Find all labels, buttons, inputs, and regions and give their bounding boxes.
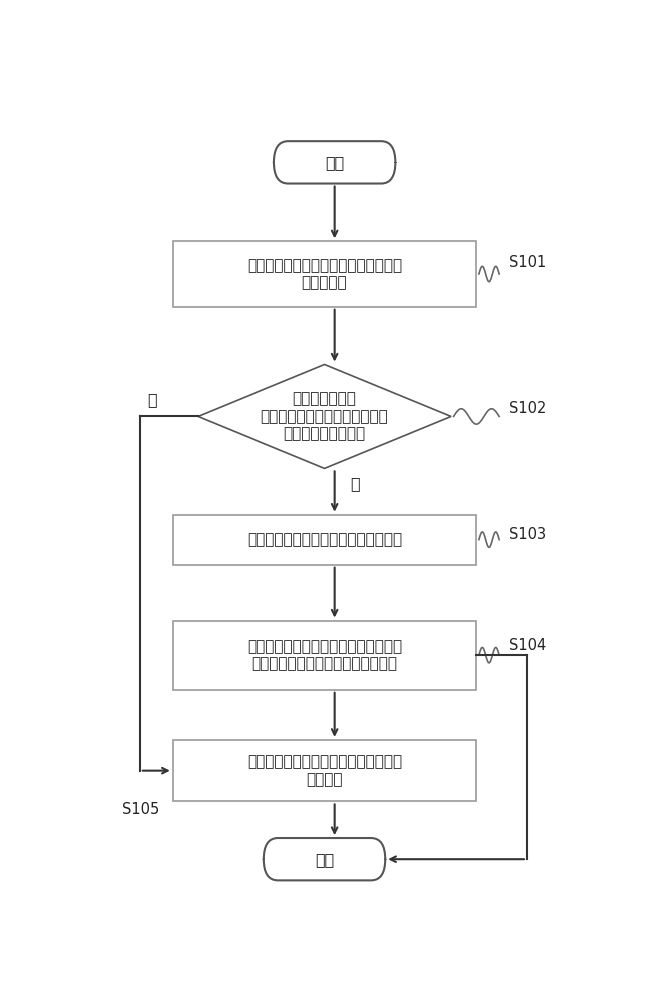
FancyBboxPatch shape [172,740,477,801]
FancyBboxPatch shape [274,141,396,184]
Text: 开始: 开始 [325,155,344,170]
Text: S101: S101 [509,255,547,270]
Text: S104: S104 [509,638,547,653]
FancyBboxPatch shape [264,838,385,880]
Text: 结束: 结束 [315,852,334,867]
Text: S103: S103 [509,527,547,542]
Text: 所述微控制单元控制输氧装置停止输出
氧气，并控制风机进行所述吸气动作: 所述微控制单元控制输氧装置停止输出 氧气，并控制风机进行所述吸气动作 [247,639,402,671]
FancyBboxPatch shape [172,515,477,565]
Text: 所述微控制单元控制输氧装置输出氧气: 所述微控制单元控制输氧装置输出氧气 [247,532,402,547]
Text: 通过所述微控制单元控制风机进行所述
呼气动作: 通过所述微控制单元控制风机进行所述 呼气动作 [247,754,402,787]
Text: S102: S102 [509,401,547,416]
Text: 是: 是 [350,476,359,491]
FancyBboxPatch shape [172,241,477,307]
Text: S105: S105 [122,802,159,817]
Text: 否: 否 [148,392,157,407]
FancyBboxPatch shape [172,620,477,690]
Text: 所述微控制单元
基于压力、流量的变化判断是吸
气动作还是呼气动作: 所述微控制单元 基于压力、流量的变化判断是吸 气动作还是呼气动作 [261,392,389,441]
Polygon shape [198,364,451,468]
Text: 微控制单元控制压缩机制氧并检测压力
、流量变化: 微控制单元控制压缩机制氧并检测压力 、流量变化 [247,258,402,290]
